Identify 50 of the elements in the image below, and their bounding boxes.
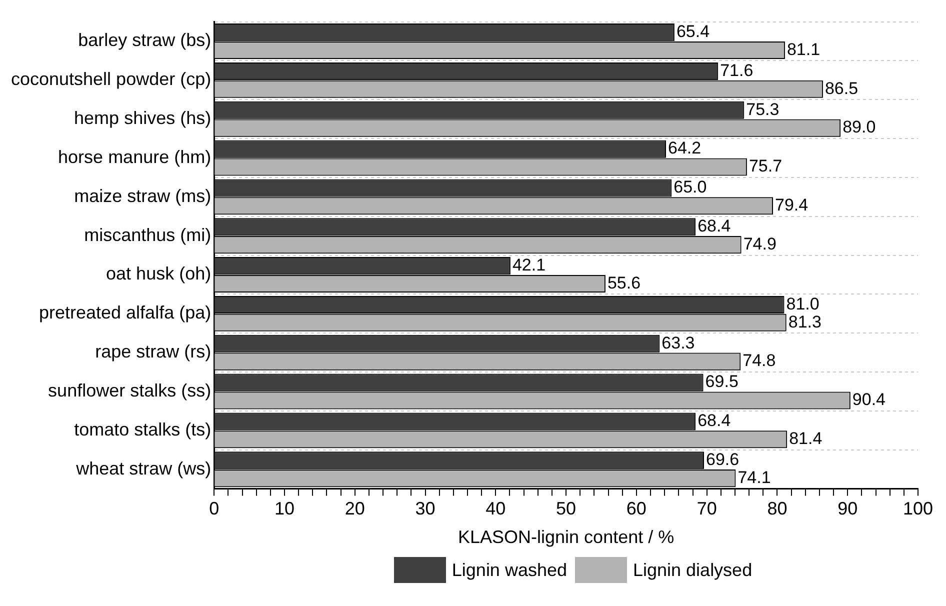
text: 81.1	[786, 40, 820, 59]
y-tick-label: wheat straw (ws)	[75, 458, 212, 478]
text: 42.1	[512, 255, 546, 274]
text: 68.4	[698, 411, 731, 430]
text: 75.7	[748, 156, 782, 176]
x-tick-label: 90	[838, 498, 858, 519]
text: 75.3	[746, 100, 780, 119]
text: 89.0	[842, 118, 876, 137]
text: 69.6	[706, 450, 740, 470]
x-tick-label: 40	[486, 498, 506, 519]
x-tick-label: 70	[696, 498, 717, 519]
text: 55.6	[607, 273, 641, 292]
y-tick-label: sunflower stalks (ss)	[48, 380, 212, 400]
legend-label: Lignin dialysed	[633, 560, 752, 580]
y-tick-label: horse manure (hm)	[58, 146, 212, 167]
text: 81.3	[788, 312, 822, 332]
text: 90.4	[852, 390, 886, 410]
x-tick-label: 50	[556, 498, 576, 519]
text: 68.4	[698, 216, 731, 236]
x-tick-label: 20	[344, 498, 365, 519]
text: 86.5	[824, 78, 858, 98]
y-tick-label: hemp shives (hs)	[74, 108, 212, 128]
x-tick-label: 10	[274, 498, 295, 519]
y-tick-label: pretreated alfalfa (pa)	[38, 302, 212, 323]
x-tick-label: 30	[415, 498, 436, 519]
legend-label: Lignin washed	[452, 560, 567, 580]
x-tick-label: 100	[902, 498, 934, 519]
y-tick-label: maize straw (ms)	[74, 186, 212, 206]
y-tick-label: rape straw (rs)	[95, 342, 212, 362]
text: 74.9	[743, 234, 776, 254]
x-axis-title: KLASON-lignin content / %	[458, 527, 674, 548]
text: 81.4	[789, 429, 822, 448]
text: 74.8	[742, 351, 776, 370]
text: 69.5	[705, 372, 738, 392]
text: 79.4	[774, 196, 808, 215]
y-tick-label: miscanthus (mi)	[84, 224, 212, 245]
text: 65.0	[674, 178, 707, 197]
x-tick-label: 0	[209, 498, 220, 519]
y-tick-label: tomato stalks (ts)	[74, 419, 212, 440]
text: 71.6	[720, 60, 754, 80]
y-tick-label: oat husk (oh)	[106, 264, 212, 284]
text: 63.3	[662, 333, 695, 352]
x-tick-label: 80	[767, 498, 788, 519]
text: 64.2	[668, 138, 702, 158]
text: 74.1	[738, 468, 771, 487]
text: 65.4	[676, 22, 710, 41]
x-tick-label: 60	[626, 498, 646, 519]
text: 81.0	[786, 294, 820, 314]
y-tick-label: barley straw (bs)	[78, 30, 212, 50]
y-tick-label: coconutshell powder (cp)	[10, 69, 212, 90]
